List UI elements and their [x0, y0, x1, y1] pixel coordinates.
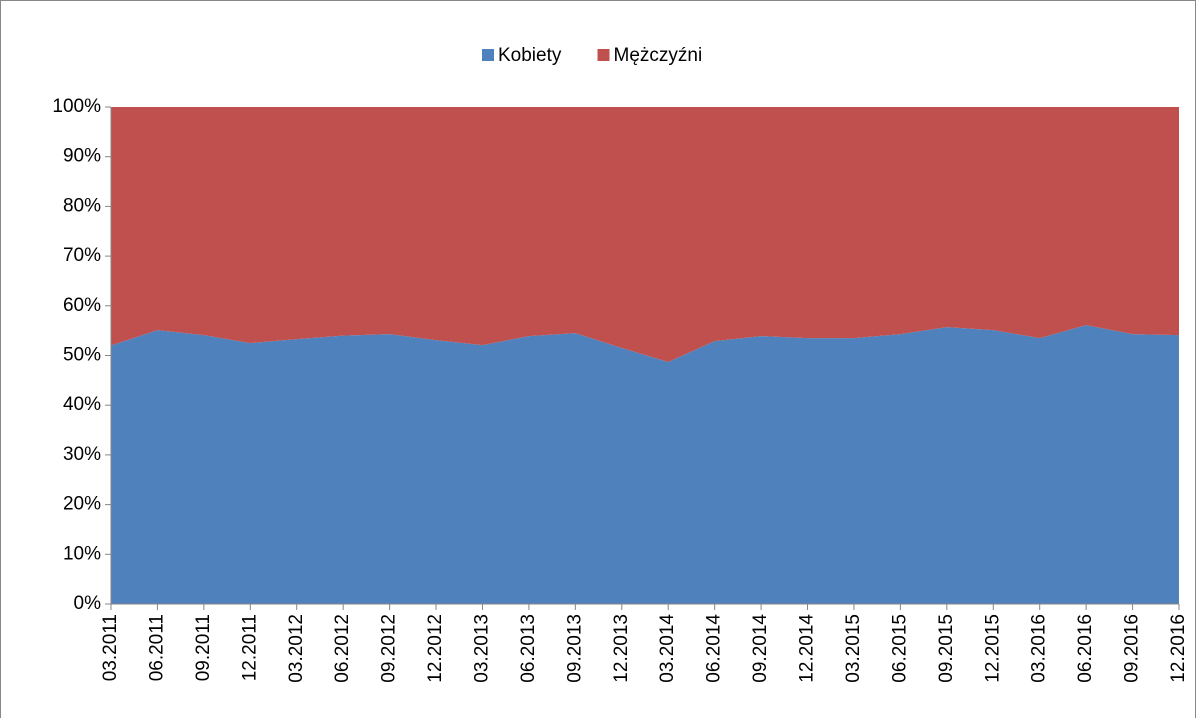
x-tick-label: 03.2012 — [286, 614, 307, 683]
y-tick-label: 90% — [63, 146, 101, 167]
legend-swatch — [597, 49, 610, 61]
x-tick-label: 12.2016 — [1168, 614, 1189, 683]
legend-swatch — [482, 49, 494, 61]
x-tick-label: 09.2015 — [936, 614, 957, 683]
x-tick-label: 06.2011 — [146, 614, 167, 681]
x-tick-label: 06.2012 — [332, 614, 353, 683]
x-tick-label: 03.2015 — [843, 614, 864, 683]
legend-label: Mężczyźni — [614, 45, 703, 66]
y-tick-label: 30% — [63, 444, 101, 465]
x-tick-label: 03.2014 — [657, 614, 678, 683]
y-tick-label: 60% — [63, 295, 101, 316]
x-tick-label: 12.2014 — [797, 614, 818, 683]
x-tick-label: 06.2015 — [889, 614, 910, 683]
x-tick-label: 09.2012 — [379, 614, 400, 683]
x-tick-label: 09.2011 — [193, 614, 214, 681]
x-tick-label: 06.2016 — [1075, 614, 1096, 683]
y-tick-label: 0% — [74, 593, 102, 614]
legend-label: Kobiety — [498, 45, 562, 66]
x-tick-label: 12.2011 — [239, 614, 260, 681]
y-tick-label: 40% — [63, 394, 101, 415]
y-tick-label: 100% — [52, 96, 101, 117]
y-tick-label: 80% — [63, 195, 101, 216]
x-tick-label: 12.2015 — [982, 614, 1003, 683]
x-tick-label: 03.2013 — [471, 614, 492, 683]
x-tick-label: 12.2013 — [611, 614, 632, 683]
y-tick-label: 20% — [63, 494, 101, 515]
x-tick-label: 12.2012 — [425, 614, 446, 683]
x-tick-label: 09.2013 — [564, 614, 585, 683]
y-tick-label: 50% — [63, 345, 101, 366]
area — [111, 107, 1179, 362]
area — [111, 325, 1179, 604]
x-tick-label: 06.2014 — [704, 614, 725, 683]
y-tick-label: 70% — [63, 245, 101, 266]
x-tick-label: 06.2013 — [518, 614, 539, 683]
legend: Kobiety Mężczyźni — [482, 45, 702, 66]
x-tick-label: 03.2011 — [100, 614, 121, 681]
x-tick-label: 03.2016 — [1029, 614, 1050, 683]
x-tick-label: 09.2014 — [750, 614, 771, 683]
x-tick-label: 09.2016 — [1122, 614, 1143, 683]
y-tick-label: 10% — [63, 543, 101, 564]
